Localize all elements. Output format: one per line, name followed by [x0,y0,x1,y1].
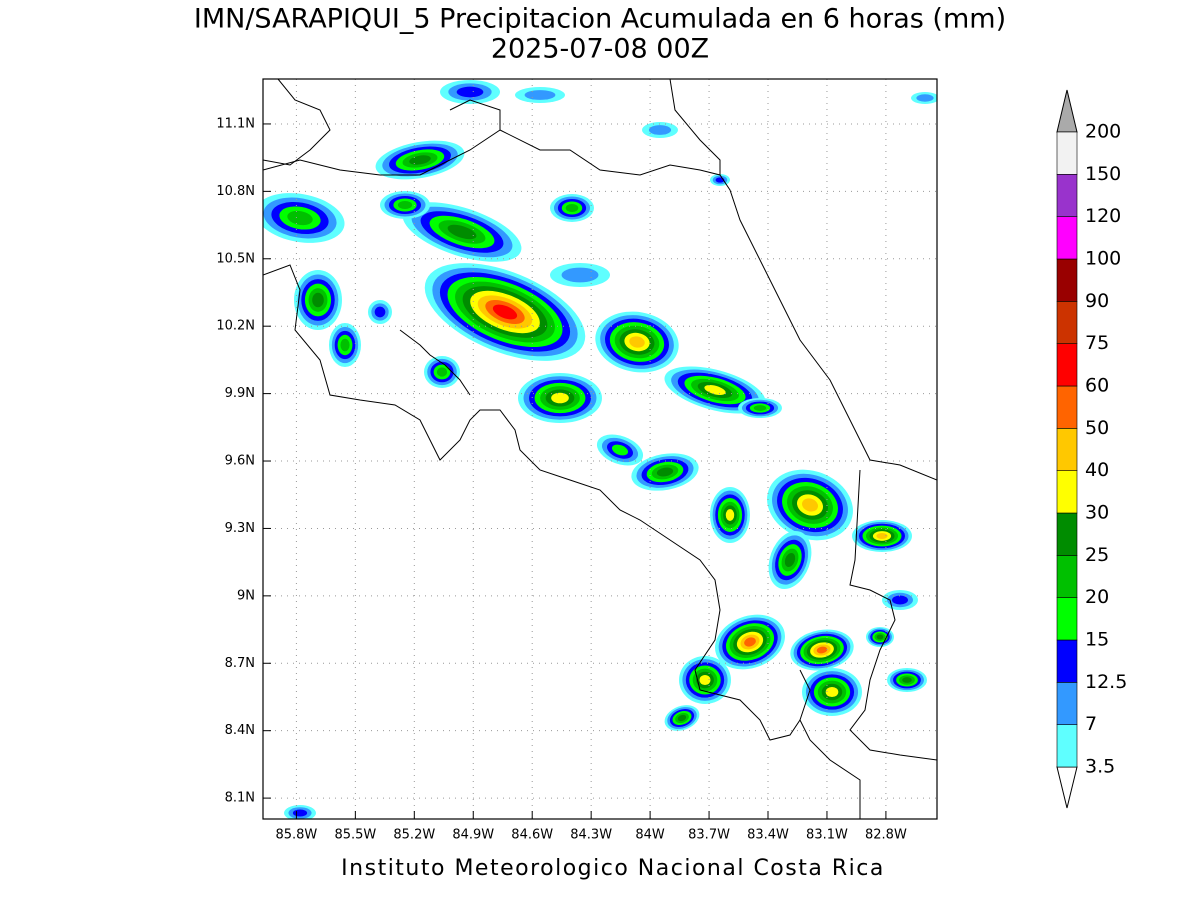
colorbar-label: 75 [1085,332,1109,354]
coastlines [263,79,937,819]
precip-contour [802,498,818,512]
precip-contour [656,467,674,477]
colorbar-label: 15 [1085,629,1109,651]
precip-contour [725,509,735,521]
colorbar-segment [1056,216,1078,260]
precip-contour [876,533,888,539]
precip-contour [492,304,518,320]
precip-contour [524,90,556,100]
y-tick-label: 10.8N [216,184,255,199]
colorbar-segment [1056,597,1078,641]
colorbar-label: 50 [1085,417,1109,439]
x-tick-label: 83.4W [747,828,789,843]
x-tick-label: 85.5W [334,828,376,843]
x-tick-label: 83.7W [688,828,730,843]
footer: Instituto Meteorologico Nacional Costa R… [341,856,885,881]
colorbar-segment [1056,174,1078,217]
colorbar-label: 25 [1085,544,1109,566]
colorbar-segment [1056,258,1078,302]
colorbar-segment [1056,639,1078,683]
colorbar-label: 30 [1085,502,1109,524]
precip-contour [561,267,599,283]
colorbar-segment [1056,343,1078,387]
precip-contour [816,646,828,654]
precip-contour [611,444,629,456]
precip-contour [374,306,386,318]
colorbar-label: 7 [1085,713,1097,735]
colorbar-label: 90 [1085,290,1109,312]
x-tick-label: 82.8W [865,828,907,843]
colorbar-segment [1056,428,1078,471]
colorbar-label: 120 [1085,205,1121,227]
y-tick-label: 9N [237,588,255,603]
precip-contour [825,686,839,698]
precip-contour [648,125,672,135]
x-tick-label: 85.2W [393,828,435,843]
title: IMN/SARAPIQUI_5 Precipitacion Acumulada … [194,4,1006,35]
precip-contour [629,336,645,348]
x-tick-label: 85.8W [275,828,317,843]
grid: 85.8W 85.5W 85.2W 84.9W 84.6W 84.3W 84W 83.7W 83… [216,79,937,843]
precip-contour [699,674,711,686]
colorbar: 3.5 7 12.5 15 20 25 30 40 50 60 75 90 100 120 150 200 [1056,89,1127,809]
precip-contour [902,677,912,683]
colorbar-segment [1056,470,1078,514]
x-tick-label: 83.1W [806,828,848,843]
precip-contour [916,94,934,102]
colorbar-segment [1056,301,1078,344]
precip-contour [753,405,767,411]
map-frame [262,78,938,820]
colorbar-segment [1056,512,1078,556]
y-tick-label: 8.7N [225,656,255,671]
colorbar-segment [1056,385,1078,429]
colorbar-label: 12.5 [1085,671,1127,693]
colorbar-label: 20 [1085,586,1109,608]
precip-contour [447,224,477,240]
colorbar-label: 150 [1085,163,1121,185]
colorbar-segment [1056,555,1078,598]
colorbar-segment [1056,682,1078,725]
y-tick-label: 9.6N [225,454,255,469]
y-tick-label: 11.1N [216,116,255,131]
precip-contour [551,392,569,404]
y-tick-label: 9.9N [225,386,255,401]
x-tick-label: 84.6W [511,828,553,843]
y-tick-label: 8.4N [225,723,255,738]
x-tick-label: 84.9W [452,828,494,843]
subtitle: 2025-07-08 00Z [491,34,709,65]
precip-contour [677,714,687,722]
colorbar-label: 40 [1085,459,1109,481]
precip-field [263,80,937,819]
precip-contour [397,201,413,209]
precip-contour [565,204,579,212]
precip-contour [784,552,796,568]
colorbar-label: 100 [1085,248,1121,270]
x-tick-label: 84W [635,828,665,843]
y-tick-label: 10.5N [216,251,255,266]
colorbar-label: 3.5 [1085,756,1115,778]
precip-contour [340,338,350,352]
y-tick-label: 9.3N [225,521,255,536]
colorbar-segment [1056,131,1078,175]
colorbar-label: 200 [1085,121,1121,143]
colorbar-under [1056,766,1078,809]
precip-contour [704,385,726,395]
precip-contour [312,292,324,308]
precip-contour [287,210,313,226]
precip-contour [436,367,448,377]
y-tick-label: 8.1N [225,791,255,806]
colorbar-over [1056,89,1078,133]
precip-contour [744,637,756,647]
colorbar-segment [1056,724,1078,768]
precip-contour [456,86,484,98]
precip-contour [292,809,308,817]
x-tick-label: 84.3W [570,828,612,843]
colorbar-label: 60 [1085,375,1109,397]
precip-contour [876,634,884,640]
y-tick-label: 10.2N [216,319,255,334]
precip-contour [892,595,908,605]
